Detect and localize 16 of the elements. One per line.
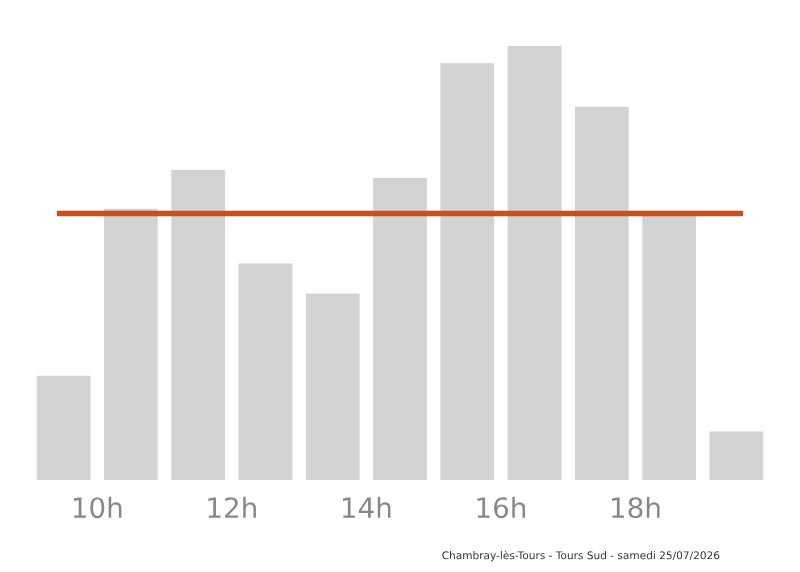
bar [36,375,91,480]
bar [642,215,696,480]
bar [171,170,226,480]
bar [507,46,562,480]
x-tick-label: 14h [342,496,391,518]
bar [709,431,764,480]
bar [104,208,158,480]
x-tick-label: 16h [477,496,526,519]
bar [305,293,360,480]
bar [373,177,427,480]
x-tick-label: 12h [208,496,256,518]
x-tick-label: 10h [73,496,122,519]
bar [440,63,495,480]
x-tick-label: 18h [612,496,660,519]
bar [238,263,293,480]
bar [574,106,629,480]
